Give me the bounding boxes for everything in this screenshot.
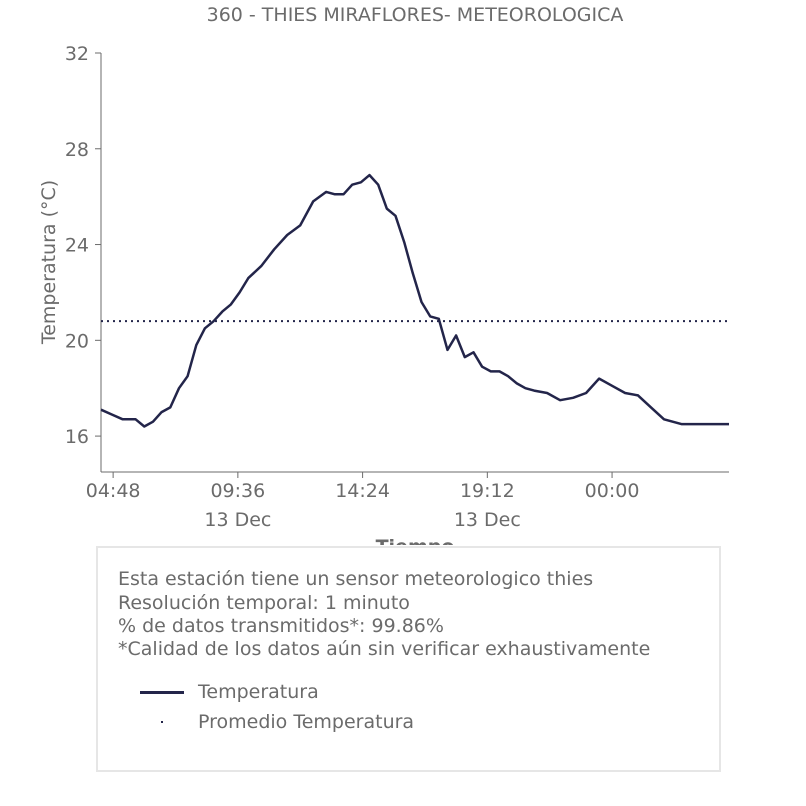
y-tick-label: 24 bbox=[65, 235, 89, 257]
legend-swatch-promedio bbox=[161, 721, 163, 723]
chart-title: 360 - THIES MIRAFLORES- METEOROLOGICA bbox=[207, 4, 624, 26]
x-axis-label: Tiempo bbox=[376, 536, 455, 545]
info-resolution-text: Resolución temporal: 1 minuto bbox=[118, 592, 410, 614]
y-tick-label: 16 bbox=[65, 426, 89, 448]
info-sensor-text: Esta estación tiene un sensor meteorolog… bbox=[118, 568, 594, 590]
y-tick-label: 32 bbox=[65, 43, 89, 65]
info-quality-note: *Calidad de los datos aún sin verificar … bbox=[118, 638, 651, 660]
x-tick-sublabel: 13 Dec bbox=[204, 509, 271, 531]
legend-swatch-temperatura bbox=[140, 691, 184, 694]
info-panel: Esta estación tiene un sensor meteorolog… bbox=[96, 546, 721, 772]
x-tick-label: 14:24 bbox=[335, 480, 390, 502]
legend-label-temperatura: Temperatura bbox=[198, 681, 319, 703]
info-data-percent-text: % de datos transmitidos*: 99.86% bbox=[118, 615, 444, 637]
y-axis-label: Temperatura (°C) bbox=[38, 180, 60, 345]
temperature-chart: 360 - THIES MIRAFLORES- METEOROLOGICA 16… bbox=[38, 4, 729, 545]
x-tick-label: 19:12 bbox=[460, 480, 515, 502]
x-tick-label: 00:00 bbox=[585, 480, 640, 502]
y-tick-label: 28 bbox=[65, 139, 89, 161]
x-tick-label: 04:48 bbox=[86, 480, 141, 502]
plot-area: 16 20 24 28 32 04:48 09:36 13 Dec 14:24 19:12 13 D… bbox=[65, 43, 729, 531]
y-tick-label: 20 bbox=[65, 330, 89, 352]
x-tick-label: 09:36 bbox=[210, 480, 265, 502]
x-tick-sublabel: 13 Dec bbox=[454, 509, 521, 531]
temperature-line bbox=[100, 173, 729, 428]
legend-label-promedio: Promedio Temperatura bbox=[198, 711, 415, 733]
